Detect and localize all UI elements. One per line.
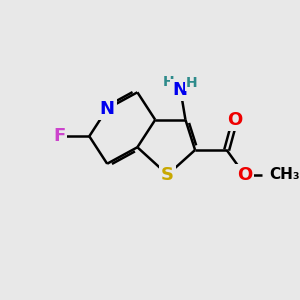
Text: O: O [227, 111, 242, 129]
Text: N: N [172, 81, 188, 99]
Text: O: O [237, 166, 252, 184]
Text: S: S [161, 166, 174, 184]
Text: H: H [163, 75, 175, 89]
Text: CH₃: CH₃ [269, 167, 300, 182]
Text: F: F [53, 127, 65, 145]
Text: N: N [100, 100, 115, 118]
Text: H: H [186, 76, 198, 90]
